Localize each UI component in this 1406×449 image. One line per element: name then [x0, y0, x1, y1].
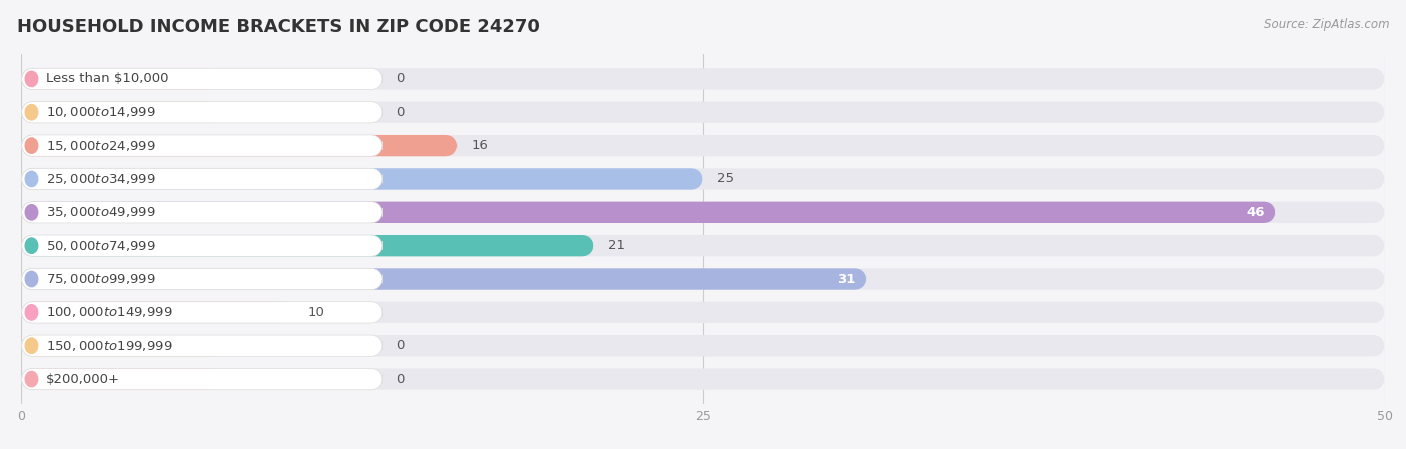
Circle shape [25, 138, 38, 153]
Text: $15,000 to $24,999: $15,000 to $24,999 [46, 139, 156, 153]
Text: Source: ZipAtlas.com: Source: ZipAtlas.com [1264, 18, 1389, 31]
FancyBboxPatch shape [21, 235, 382, 256]
FancyBboxPatch shape [21, 68, 1385, 89]
FancyBboxPatch shape [21, 135, 457, 156]
FancyBboxPatch shape [21, 269, 382, 290]
Text: 16: 16 [471, 139, 488, 152]
FancyBboxPatch shape [21, 168, 1385, 189]
Circle shape [25, 71, 38, 87]
FancyBboxPatch shape [21, 302, 1385, 323]
Circle shape [25, 371, 38, 387]
Text: 25: 25 [717, 172, 734, 185]
FancyBboxPatch shape [21, 135, 1385, 156]
Text: $50,000 to $74,999: $50,000 to $74,999 [46, 239, 156, 253]
Text: Less than $10,000: Less than $10,000 [46, 72, 169, 85]
Text: 21: 21 [607, 239, 624, 252]
Text: $75,000 to $99,999: $75,000 to $99,999 [46, 272, 156, 286]
Text: $25,000 to $34,999: $25,000 to $34,999 [46, 172, 156, 186]
FancyBboxPatch shape [21, 235, 1385, 256]
Text: 0: 0 [396, 106, 405, 119]
FancyBboxPatch shape [21, 101, 1385, 123]
FancyBboxPatch shape [21, 335, 219, 357]
FancyBboxPatch shape [21, 202, 1275, 223]
Circle shape [25, 238, 38, 253]
Circle shape [25, 205, 38, 220]
Text: 0: 0 [396, 72, 405, 85]
FancyBboxPatch shape [21, 369, 1385, 390]
FancyBboxPatch shape [21, 168, 382, 189]
FancyBboxPatch shape [21, 202, 1385, 223]
Text: 0: 0 [396, 373, 405, 386]
FancyBboxPatch shape [21, 235, 593, 256]
Text: HOUSEHOLD INCOME BRACKETS IN ZIP CODE 24270: HOUSEHOLD INCOME BRACKETS IN ZIP CODE 24… [17, 18, 540, 36]
Text: $150,000 to $199,999: $150,000 to $199,999 [46, 339, 173, 353]
FancyBboxPatch shape [21, 68, 382, 89]
FancyBboxPatch shape [21, 335, 382, 357]
FancyBboxPatch shape [21, 269, 866, 290]
Text: $100,000 to $149,999: $100,000 to $149,999 [46, 305, 173, 319]
Text: $10,000 to $14,999: $10,000 to $14,999 [46, 105, 156, 119]
Circle shape [25, 105, 38, 120]
Text: 31: 31 [838, 273, 856, 286]
Circle shape [25, 271, 38, 287]
FancyBboxPatch shape [21, 101, 382, 123]
Text: 10: 10 [308, 306, 325, 319]
Text: 46: 46 [1246, 206, 1265, 219]
FancyBboxPatch shape [21, 302, 294, 323]
FancyBboxPatch shape [21, 369, 382, 390]
Text: $35,000 to $49,999: $35,000 to $49,999 [46, 205, 156, 219]
Circle shape [25, 305, 38, 320]
FancyBboxPatch shape [21, 135, 382, 156]
FancyBboxPatch shape [21, 335, 1385, 357]
FancyBboxPatch shape [21, 369, 219, 390]
FancyBboxPatch shape [21, 168, 703, 189]
FancyBboxPatch shape [21, 68, 219, 89]
Text: $200,000+: $200,000+ [46, 373, 120, 386]
Circle shape [25, 338, 38, 353]
Circle shape [25, 171, 38, 187]
FancyBboxPatch shape [21, 302, 382, 323]
Text: 0: 0 [396, 339, 405, 352]
FancyBboxPatch shape [21, 202, 382, 223]
FancyBboxPatch shape [21, 269, 1385, 290]
FancyBboxPatch shape [21, 101, 219, 123]
